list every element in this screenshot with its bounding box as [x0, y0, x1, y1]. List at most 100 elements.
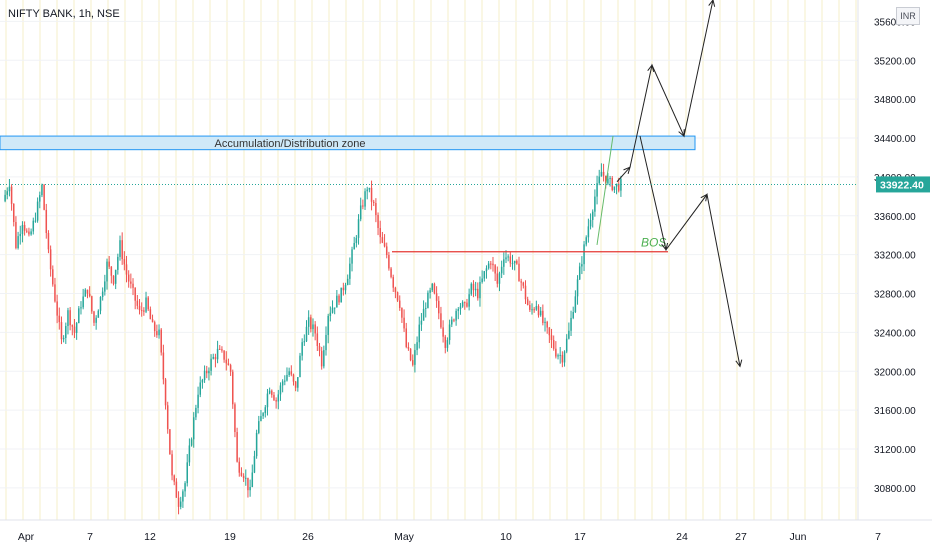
candle-body [238, 461, 241, 473]
y-tick-label: 32800.00 [874, 290, 916, 301]
y-tick-label: 30800.00 [874, 484, 916, 495]
candle-body [312, 324, 314, 330]
candle-body [192, 417, 195, 440]
candle-body [448, 324, 451, 341]
candle-body [557, 355, 559, 357]
candle-body [370, 187, 373, 202]
candle-body [201, 380, 204, 383]
candle-body [262, 413, 264, 417]
candle-body [503, 259, 505, 267]
candle-body [357, 219, 360, 238]
candle-body [227, 363, 230, 366]
candle-body [398, 300, 401, 308]
candle-body [255, 432, 258, 457]
candle-body [106, 261, 108, 282]
candle-body [446, 340, 449, 348]
candle-body [303, 341, 306, 343]
candle-body [69, 310, 71, 326]
candle-body [552, 340, 555, 349]
candle-body [563, 351, 566, 363]
candle-body [158, 329, 160, 336]
candle-body [362, 205, 364, 207]
candle-body [173, 475, 175, 482]
candle-body [299, 355, 301, 378]
candle-body [390, 268, 392, 278]
arrowhead [678, 129, 685, 138]
candle-body [520, 281, 522, 283]
x-tick-label: 7 [87, 531, 93, 543]
y-tick-label: 35600.00 [874, 17, 916, 28]
candle-body [41, 184, 43, 196]
candle-body [555, 348, 557, 357]
candle-body [546, 321, 548, 328]
candle-body [251, 472, 254, 488]
candle-body [435, 293, 438, 301]
x-tick-label: Apr [18, 531, 35, 543]
x-tick-label: May [394, 531, 415, 543]
candle-body [130, 281, 132, 284]
candle-body [505, 257, 507, 260]
candle-body [474, 288, 477, 291]
candle-body [156, 331, 158, 336]
candle-body [518, 263, 520, 282]
candle-body [342, 287, 345, 291]
candle-body [507, 256, 509, 258]
candle-body [526, 299, 529, 306]
candle-body [453, 319, 455, 321]
candle-body [470, 283, 473, 295]
candle-body [565, 338, 568, 352]
candle-body [212, 357, 215, 359]
y-tick-label: 33200.00 [874, 251, 916, 262]
candle-body [431, 283, 434, 291]
y-tick-label: 35200.00 [874, 56, 916, 67]
candle-body [331, 307, 334, 313]
candle-body [602, 171, 605, 176]
candle-body [273, 394, 275, 401]
candle-body [500, 266, 503, 274]
candle-body [62, 337, 65, 340]
candle-body [483, 271, 486, 279]
last-price-tag [876, 176, 930, 193]
candle-body [578, 266, 581, 280]
candle-body [568, 330, 570, 339]
candle-body [522, 282, 525, 286]
candle-body [149, 309, 152, 320]
candle-body [84, 289, 87, 297]
y-tick-label: 33600.00 [874, 212, 916, 223]
candle-body [145, 297, 147, 312]
candle-body [492, 263, 494, 266]
zone-label: Accumulation/Distribution zone [214, 138, 365, 150]
candle-body [594, 196, 596, 212]
candle-body [134, 287, 136, 301]
candle-body [513, 260, 516, 264]
candle-body [496, 273, 499, 284]
candle-body [589, 219, 592, 227]
candle-body [338, 295, 340, 303]
arrowhead [708, 0, 716, 7]
candle-body [581, 264, 583, 267]
candle-body [286, 374, 288, 381]
candle-body [336, 295, 338, 308]
x-tick-label: 7 [875, 531, 881, 543]
candle-body [466, 302, 468, 307]
candle-body [26, 230, 28, 232]
currency-badge[interactable]: INR [896, 7, 920, 25]
candle-body [509, 256, 512, 264]
candle-body [242, 475, 245, 479]
candle-body [531, 309, 533, 311]
candle-body [114, 269, 117, 284]
candle-body [372, 201, 375, 204]
candle-body [383, 242, 386, 247]
x-tick-label: 27 [735, 531, 747, 543]
candle-body [524, 285, 527, 300]
candle-body [511, 263, 514, 265]
candle-body [570, 317, 572, 331]
candle-body [56, 301, 58, 316]
candle-body [15, 222, 17, 249]
candle-body [43, 184, 45, 210]
candle-body [182, 491, 184, 502]
candle-body [32, 220, 35, 232]
candle-body [117, 256, 119, 270]
candle-body [414, 350, 416, 365]
